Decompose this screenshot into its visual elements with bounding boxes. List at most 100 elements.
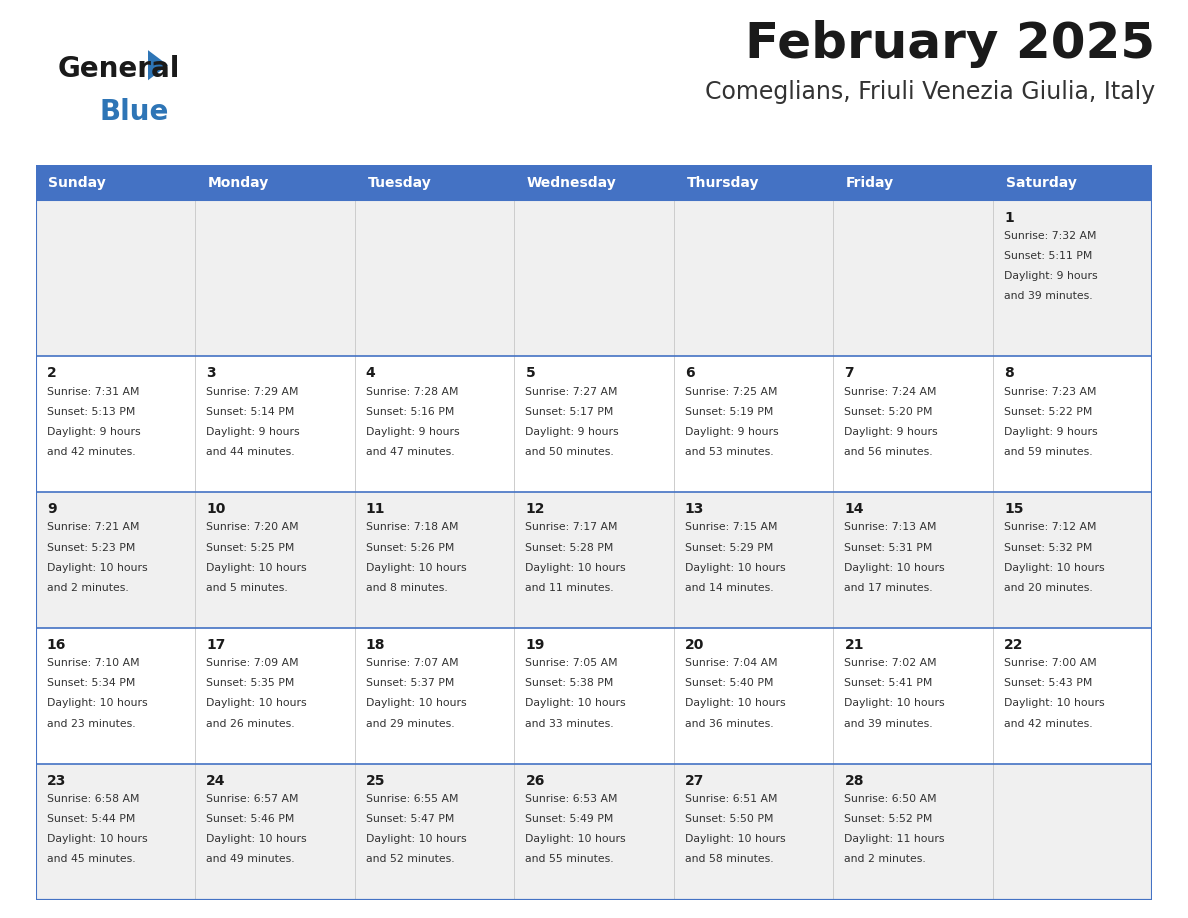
Text: Daylight: 10 hours: Daylight: 10 hours — [46, 699, 147, 709]
Text: Sunrise: 7:15 AM: Sunrise: 7:15 AM — [685, 522, 777, 532]
Text: Daylight: 10 hours: Daylight: 10 hours — [366, 834, 467, 845]
Text: and 39 minutes.: and 39 minutes. — [1004, 291, 1093, 301]
Text: Sunset: 5:49 PM: Sunset: 5:49 PM — [525, 814, 614, 824]
Text: and 33 minutes.: and 33 minutes. — [525, 719, 614, 729]
Text: Daylight: 10 hours: Daylight: 10 hours — [46, 563, 147, 573]
Text: Thursday: Thursday — [687, 176, 759, 190]
Text: Daylight: 10 hours: Daylight: 10 hours — [685, 699, 785, 709]
Text: 14: 14 — [845, 502, 864, 516]
Text: Daylight: 10 hours: Daylight: 10 hours — [366, 563, 467, 573]
Text: and 47 minutes.: and 47 minutes. — [366, 447, 455, 457]
Text: Daylight: 10 hours: Daylight: 10 hours — [207, 563, 307, 573]
Text: 6: 6 — [685, 366, 695, 380]
Text: 5: 5 — [525, 366, 535, 380]
Bar — [993, 165, 1152, 200]
Text: Daylight: 9 hours: Daylight: 9 hours — [525, 427, 619, 437]
Text: Sunset: 5:46 PM: Sunset: 5:46 PM — [207, 814, 295, 824]
Text: Sunset: 5:43 PM: Sunset: 5:43 PM — [1004, 678, 1093, 688]
Text: 7: 7 — [845, 366, 854, 380]
Text: Sunset: 5:28 PM: Sunset: 5:28 PM — [525, 543, 614, 553]
Text: Daylight: 10 hours: Daylight: 10 hours — [1004, 563, 1105, 573]
Bar — [36, 628, 1152, 764]
Text: Sunrise: 7:24 AM: Sunrise: 7:24 AM — [845, 386, 937, 397]
Text: and 52 minutes.: and 52 minutes. — [366, 855, 455, 865]
Text: and 45 minutes.: and 45 minutes. — [46, 855, 135, 865]
Text: and 55 minutes.: and 55 minutes. — [525, 855, 614, 865]
Text: Sunrise: 7:17 AM: Sunrise: 7:17 AM — [525, 522, 618, 532]
Text: 26: 26 — [525, 774, 545, 788]
Text: Daylight: 10 hours: Daylight: 10 hours — [525, 834, 626, 845]
Text: Sunrise: 7:07 AM: Sunrise: 7:07 AM — [366, 658, 459, 668]
Text: Daylight: 9 hours: Daylight: 9 hours — [366, 427, 460, 437]
Text: Sunrise: 6:55 AM: Sunrise: 6:55 AM — [366, 794, 459, 804]
Text: 2: 2 — [46, 366, 57, 380]
Text: February 2025: February 2025 — [745, 20, 1155, 68]
Text: Sunrise: 7:31 AM: Sunrise: 7:31 AM — [46, 386, 139, 397]
Text: and 2 minutes.: and 2 minutes. — [46, 583, 128, 593]
Text: and 36 minutes.: and 36 minutes. — [685, 719, 773, 729]
Bar — [36, 764, 1152, 900]
Text: 18: 18 — [366, 638, 385, 652]
Text: 25: 25 — [366, 774, 385, 788]
Bar — [36, 492, 1152, 628]
Text: Sunrise: 7:18 AM: Sunrise: 7:18 AM — [366, 522, 459, 532]
Text: Sunset: 5:22 PM: Sunset: 5:22 PM — [1004, 407, 1093, 417]
Bar — [674, 165, 833, 200]
Text: and 59 minutes.: and 59 minutes. — [1004, 447, 1093, 457]
Text: and 49 minutes.: and 49 minutes. — [207, 855, 295, 865]
Text: General: General — [58, 55, 181, 84]
Text: 3: 3 — [207, 366, 216, 380]
Text: Sunrise: 7:00 AM: Sunrise: 7:00 AM — [1004, 658, 1097, 668]
Text: Sunrise: 7:13 AM: Sunrise: 7:13 AM — [845, 522, 937, 532]
Text: Daylight: 10 hours: Daylight: 10 hours — [1004, 699, 1105, 709]
Text: Sunrise: 6:50 AM: Sunrise: 6:50 AM — [845, 794, 937, 804]
Text: Daylight: 10 hours: Daylight: 10 hours — [845, 563, 946, 573]
Text: Sunrise: 7:05 AM: Sunrise: 7:05 AM — [525, 658, 618, 668]
Text: Blue: Blue — [100, 98, 170, 127]
Polygon shape — [148, 50, 168, 80]
Text: Sunset: 5:29 PM: Sunset: 5:29 PM — [685, 543, 773, 553]
Text: Sunrise: 7:02 AM: Sunrise: 7:02 AM — [845, 658, 937, 668]
Text: Sunrise: 7:32 AM: Sunrise: 7:32 AM — [1004, 230, 1097, 241]
Text: Sunset: 5:50 PM: Sunset: 5:50 PM — [685, 814, 773, 824]
Text: and 44 minutes.: and 44 minutes. — [207, 447, 295, 457]
Bar — [36, 200, 1152, 356]
Text: Sunset: 5:11 PM: Sunset: 5:11 PM — [1004, 251, 1093, 261]
Text: Sunset: 5:32 PM: Sunset: 5:32 PM — [1004, 543, 1093, 553]
Bar — [36, 356, 1152, 492]
Text: 10: 10 — [207, 502, 226, 516]
Bar — [355, 165, 514, 200]
Text: Daylight: 10 hours: Daylight: 10 hours — [685, 563, 785, 573]
Text: 15: 15 — [1004, 502, 1024, 516]
Text: and 5 minutes.: and 5 minutes. — [207, 583, 287, 593]
Text: Friday: Friday — [846, 176, 895, 190]
Text: Daylight: 9 hours: Daylight: 9 hours — [46, 427, 140, 437]
Text: and 56 minutes.: and 56 minutes. — [845, 447, 933, 457]
Text: and 26 minutes.: and 26 minutes. — [207, 719, 295, 729]
Text: 24: 24 — [207, 774, 226, 788]
Text: 22: 22 — [1004, 638, 1024, 652]
Text: Sunrise: 7:25 AM: Sunrise: 7:25 AM — [685, 386, 777, 397]
Text: Sunrise: 7:20 AM: Sunrise: 7:20 AM — [207, 522, 299, 532]
Text: Daylight: 10 hours: Daylight: 10 hours — [525, 563, 626, 573]
Text: Sunrise: 7:04 AM: Sunrise: 7:04 AM — [685, 658, 778, 668]
Text: Daylight: 11 hours: Daylight: 11 hours — [845, 834, 944, 845]
Text: 28: 28 — [845, 774, 864, 788]
Text: Tuesday: Tuesday — [367, 176, 431, 190]
Text: Sunrise: 7:27 AM: Sunrise: 7:27 AM — [525, 386, 618, 397]
Text: 23: 23 — [46, 774, 67, 788]
Text: Sunrise: 7:23 AM: Sunrise: 7:23 AM — [1004, 386, 1097, 397]
Text: 8: 8 — [1004, 366, 1013, 380]
Bar — [36, 165, 195, 200]
Text: Sunset: 5:25 PM: Sunset: 5:25 PM — [207, 543, 295, 553]
Text: 27: 27 — [685, 774, 704, 788]
Text: and 39 minutes.: and 39 minutes. — [845, 719, 933, 729]
Text: and 11 minutes.: and 11 minutes. — [525, 583, 614, 593]
Text: Daylight: 10 hours: Daylight: 10 hours — [207, 834, 307, 845]
Text: and 42 minutes.: and 42 minutes. — [1004, 719, 1093, 729]
Text: Daylight: 9 hours: Daylight: 9 hours — [1004, 271, 1098, 281]
Text: Daylight: 9 hours: Daylight: 9 hours — [1004, 427, 1098, 437]
Text: Sunset: 5:35 PM: Sunset: 5:35 PM — [207, 678, 295, 688]
Text: Sunrise: 6:57 AM: Sunrise: 6:57 AM — [207, 794, 299, 804]
Text: Sunset: 5:14 PM: Sunset: 5:14 PM — [207, 407, 295, 417]
